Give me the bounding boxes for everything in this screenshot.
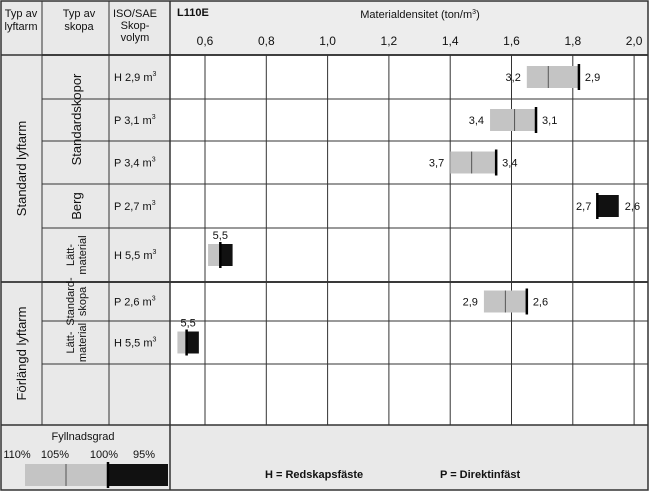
bucket-type-label-2: Lätt-material (65, 235, 89, 274)
x-tick-label-3: 1,2 (381, 34, 398, 48)
model-label: L110E (177, 7, 209, 19)
right-value-label-0: 2,9 (585, 72, 600, 84)
volume-label-3: P 2,7 m3 (114, 200, 156, 213)
right-value-label-2: 3,4 (502, 158, 517, 170)
bar-black-4 (220, 244, 233, 266)
volume-label-1: P 3,1 m3 (114, 114, 156, 127)
volume-label-0: H 2,9 m3 (114, 71, 157, 84)
left-value-label-1: 3,4 (469, 115, 484, 127)
lift-arm-label-1: Förlängd lyftarm (14, 307, 29, 401)
lift-arm-label-0: Standard lyftarm (14, 121, 29, 216)
right-value-label-3: 2,6 (625, 201, 640, 213)
bar-grey-4 (208, 244, 221, 266)
x-tick-label-1: 0,8 (258, 34, 275, 48)
bucket-type-label-1: Berg (69, 192, 84, 219)
x-tick-label-6: 1,8 (564, 34, 581, 48)
right-value-label-5: 2,6 (533, 297, 548, 309)
right-value-label-1: 3,1 (542, 115, 557, 127)
legend-110-label: 110% (3, 449, 31, 461)
left-value-label-4: 5,5 (213, 230, 228, 242)
bar-black-6 (186, 331, 199, 354)
volume-header-line1: ISO/SAE (113, 8, 157, 20)
label-group: 0,6 0,8 1,0 1,2 1,4 1,6 1,8 2,0 Standard lyftarm… (14, 34, 643, 400)
bar-grey-1 (490, 109, 537, 131)
left-value-label-2: 3,7 (429, 158, 444, 170)
x-tick-label-4: 1,4 (442, 34, 459, 48)
left-value-label-0: 3,2 (506, 72, 521, 84)
x-tick-label-7: 2,0 (626, 34, 643, 48)
h-note: H = Redskapsfäste (265, 469, 363, 481)
legend-105-label: 105% (41, 449, 69, 461)
bucket-type-label-3: Standard-skopa (65, 277, 89, 326)
bar-black-3 (597, 195, 619, 217)
bar-grey-0 (526, 66, 579, 88)
lift-arm-type-header-line2: lyftarm (5, 21, 38, 33)
legend-95-label: 95% (133, 449, 155, 461)
legend-title: Fyllnadsgrad (52, 431, 115, 443)
legend-100-label: 100% (90, 449, 118, 461)
bar-grey-2 (450, 151, 497, 174)
left-column-panel (1, 1, 170, 425)
bar-group (25, 64, 619, 488)
axis-title: Materialdensitet (ton/m3) (360, 9, 479, 21)
left-value-label-3: 2,7 (576, 201, 591, 213)
left-value-label-5: 2,9 (463, 297, 478, 309)
lift-arm-type-header-line1: Typ av (5, 8, 38, 20)
axis-header-panel (170, 1, 648, 55)
x-tick-label-5: 1,6 (503, 34, 520, 48)
volume-header-line2: Skop- (121, 20, 150, 32)
bucket-type-label-4: Lätt-material (65, 323, 89, 362)
bar-grey-6 (177, 331, 187, 354)
volume-label-4: H 5,5 m3 (114, 249, 157, 262)
volume-header-line3: volym (121, 32, 150, 44)
x-tick-label-0: 0,6 (197, 34, 214, 48)
bucket-type-header-line2: skopa (64, 21, 94, 33)
plot-area (170, 55, 648, 425)
left-value-label-6: 5,5 (180, 318, 195, 330)
volume-label-2: P 3,4 m3 (114, 157, 156, 170)
volume-label-6: H 5,5 m3 (114, 337, 157, 350)
x-tick-label-2: 1,0 (319, 34, 336, 48)
bucket-type-label-0: Standardskopor (69, 73, 84, 165)
bucket-type-header-line1: Typ av (63, 8, 96, 20)
legend-black-bar (108, 464, 168, 486)
p-note: P = Direktinfäst (440, 469, 521, 481)
volume-label-5: P 2,6 m3 (114, 296, 156, 309)
